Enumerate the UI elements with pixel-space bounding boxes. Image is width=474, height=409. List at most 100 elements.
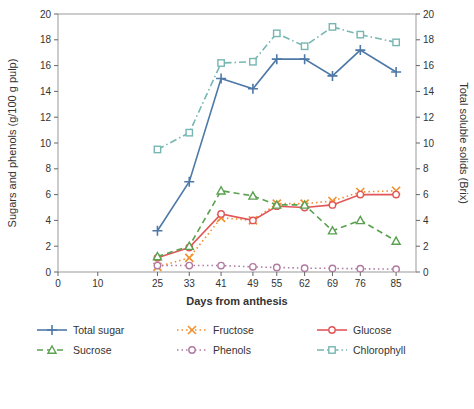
point [249, 192, 257, 199]
y-tick [54, 117, 58, 118]
legend-label: Glucose [353, 324, 392, 336]
point [301, 201, 309, 208]
y2-tick [416, 220, 420, 221]
point [355, 45, 365, 55]
y-tick-label: 4 [45, 215, 51, 226]
chart: 0102533414955626976850246810121416182002… [0, 0, 474, 409]
point [184, 177, 194, 187]
y2-tick-label: 20 [423, 9, 435, 20]
y-tick [54, 65, 58, 66]
x-tick [221, 272, 222, 276]
x-axis-label: Days from anthesis [186, 295, 287, 307]
y2-tick-label: 8 [423, 163, 429, 174]
plot-frame [58, 14, 416, 272]
point [391, 67, 401, 77]
legend-marker [329, 327, 335, 333]
plot-area [152, 24, 401, 272]
series [152, 45, 401, 236]
y2-axis-label: Total soluble solids (Brix) [458, 82, 470, 204]
point [274, 264, 280, 270]
y-tick [54, 39, 58, 40]
y2-tick-label: 0 [423, 267, 429, 278]
y-tick [54, 220, 58, 221]
x-tick-label: 0 [55, 278, 61, 289]
point [218, 60, 224, 66]
y2-tick [416, 272, 420, 273]
point [356, 216, 364, 223]
series-line [157, 191, 396, 257]
legend-label: Chlorophyll [353, 344, 406, 356]
y-tick [54, 194, 58, 195]
point [153, 253, 161, 260]
x-tick [360, 272, 361, 276]
point [393, 39, 399, 45]
x-tick-label: 33 [184, 278, 196, 289]
x-tick [276, 272, 277, 276]
point [273, 201, 281, 208]
y2-tick [416, 91, 420, 92]
y2-tick-label: 18 [423, 34, 435, 45]
x-tick-label: 41 [216, 278, 228, 289]
x-tick [189, 272, 190, 276]
legend-marker [189, 347, 195, 353]
y-tick-label: 0 [45, 267, 51, 278]
series-line [157, 27, 396, 150]
x-tick-label: 49 [247, 278, 259, 289]
point [328, 227, 336, 234]
x-tick [252, 272, 253, 276]
y2-tick [416, 14, 420, 15]
y2-tick-label: 14 [423, 86, 435, 97]
x-tick-label: 25 [152, 278, 164, 289]
y-tick-label: 18 [40, 34, 52, 45]
y-tick-label: 8 [45, 163, 51, 174]
y-tick-label: 14 [40, 86, 52, 97]
y2-tick-label: 12 [423, 112, 435, 123]
series [153, 187, 400, 260]
point [357, 31, 363, 37]
point [250, 264, 256, 270]
legend-marker [47, 325, 57, 335]
y-axis-label: Sugars and phenols (g/100 g pulp) [6, 59, 18, 228]
y2-tick [416, 194, 420, 195]
y-tick-label: 10 [40, 138, 52, 149]
y-tick [54, 14, 58, 15]
point [186, 129, 192, 135]
x-tick-label: 85 [391, 278, 403, 289]
x-tick [157, 272, 158, 276]
y-tick [54, 168, 58, 169]
point [393, 266, 399, 272]
point [248, 84, 258, 94]
point [301, 265, 307, 271]
y2-tick [416, 143, 420, 144]
x-tick [396, 272, 397, 276]
point [186, 262, 192, 268]
point [216, 74, 226, 84]
legend-marker [48, 346, 56, 353]
point [392, 237, 400, 244]
point [185, 242, 193, 249]
x-tick-label: 10 [92, 278, 104, 289]
y2-tick-label: 6 [423, 189, 429, 200]
point [274, 30, 280, 36]
y-tick-label: 12 [40, 112, 52, 123]
y2-tick [416, 117, 420, 118]
y2-tick-label: 16 [423, 60, 435, 71]
x-tick-label: 69 [327, 278, 339, 289]
series [154, 24, 399, 153]
y-tick [54, 246, 58, 247]
point [152, 226, 162, 236]
y-tick [54, 143, 58, 144]
point [153, 263, 161, 271]
point [357, 266, 363, 272]
point [218, 211, 224, 217]
point [218, 262, 224, 268]
y-tick-label: 20 [40, 9, 52, 20]
legend-label: Sucrose [73, 344, 112, 356]
y2-tick [416, 65, 420, 66]
point [393, 191, 399, 197]
point [185, 254, 193, 262]
series-line [157, 195, 396, 258]
point [249, 216, 257, 224]
legend-label: Total sugar [73, 324, 125, 336]
series [154, 191, 399, 261]
